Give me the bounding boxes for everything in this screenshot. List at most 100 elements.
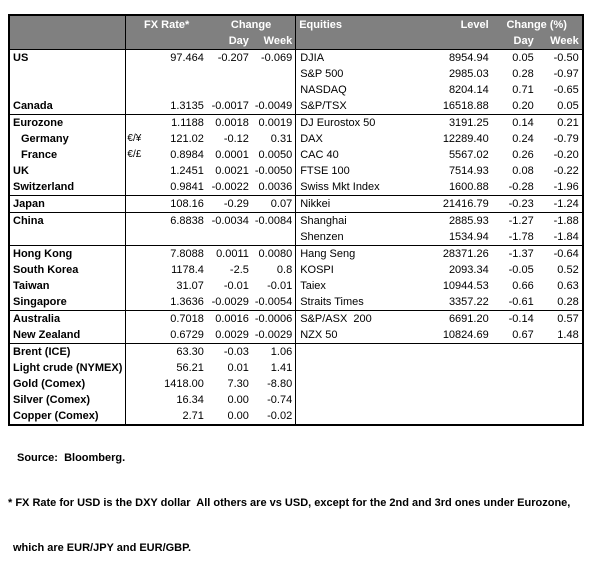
fx-day-change-cell	[207, 82, 252, 98]
currency-pair-cell	[126, 82, 152, 98]
fx-rate-cell: 108.16	[151, 195, 207, 213]
fx-week-change-cell: -0.74	[251, 392, 297, 408]
equity-week-change-cell: 1.48	[557, 329, 579, 341]
equity-week-change-cell: 0.63	[557, 280, 579, 292]
currency-pair-cell	[126, 262, 152, 278]
equity-week-change-cell: -0.20	[553, 149, 579, 161]
fx-week-change-cell: 0.0080	[251, 245, 297, 262]
equity-level-cell: 6691.20	[412, 310, 492, 327]
country-cell: Light crude (NYMEX)	[9, 360, 127, 376]
table-row: S&P 500 2985.03 0.28 -0.97	[9, 66, 583, 82]
fx-rate-cell: 0.7018	[151, 310, 207, 327]
fx-rate-cell: 0.8984	[170, 149, 204, 161]
fx-rate-cell: 6.8838	[151, 212, 207, 229]
fx-rate-cell: 1.3135	[170, 100, 204, 112]
table-header: FX Rate* Change Equities Level Change (%…	[9, 15, 583, 50]
fx-rate-cell: 97.464	[151, 49, 207, 66]
table-row: Singapore 1.3636 -0.0029 -0.0054 Straits Tim…	[9, 294, 583, 311]
country-cell: Silver (Comex)	[9, 392, 127, 408]
equity-name-cell: Nikkei	[295, 195, 413, 213]
equity-day-change-cell	[491, 343, 537, 360]
equity-level-cell	[413, 360, 492, 376]
currency-pair-cell	[125, 114, 152, 131]
equity-week-change-cell	[537, 376, 583, 392]
equity-day-header: Day	[491, 33, 537, 50]
fx-rate-cell: 121.02	[170, 133, 204, 145]
fx-day-change-cell: 0.00	[227, 410, 249, 422]
currency-pair-cell	[126, 278, 152, 294]
equity-name-cell	[296, 360, 413, 376]
currency-pair-cell	[125, 343, 152, 360]
currency-pair-cell	[126, 98, 152, 115]
country-cell: Taiwan	[9, 278, 127, 294]
equity-day-change-cell: 0.71	[512, 84, 534, 96]
equity-name-cell	[296, 392, 413, 408]
fx-day-change-cell: 0.00	[227, 394, 249, 406]
equity-week-change-cell: -1.88	[536, 212, 583, 229]
equity-name-cell: S&P/ASX 200	[295, 310, 413, 327]
equity-name-cell: DJ Eurostox 50	[295, 114, 413, 131]
equity-level-cell: 8954.94	[412, 49, 492, 66]
fx-rate-cell: 16.34	[176, 394, 204, 406]
fx-rate-cell: 0.9841	[170, 181, 204, 193]
level-header: Level	[412, 15, 492, 50]
blank-corner-cell	[9, 15, 127, 50]
currency-pair-cell	[126, 163, 152, 179]
fx-week-change-cell: 0.0019	[251, 114, 297, 131]
fx-day-change-cell: -0.12	[223, 133, 249, 145]
country-cell: South Korea	[9, 262, 127, 278]
fx-week-change-cell: 1.41	[251, 360, 297, 376]
equity-name-cell: DJIA	[295, 49, 413, 66]
equity-level-cell: 5567.02	[448, 149, 489, 161]
table-row: Eurozone 1.1188 0.0018 0.0019 DJ Eurostox 50…	[9, 114, 583, 131]
equity-name-cell: Hang Seng	[295, 245, 413, 262]
fx-day-header: Day	[206, 33, 252, 50]
table-row: Shenzen 1534.94 -1.78 -1.84	[9, 229, 583, 246]
equity-level-cell	[412, 343, 492, 360]
country-cell: New Zealand	[9, 327, 127, 344]
equity-name-cell: NASDAQ	[300, 84, 347, 96]
table-row: Copper (Comex) 2.71 0.00 -0.02	[9, 408, 583, 425]
equity-level-cell: 2985.03	[448, 68, 489, 80]
currency-pair-cell	[125, 195, 152, 213]
fx-footnote-line2: which are EUR/JPY and EUR/GBP.	[13, 542, 192, 554]
equity-level-cell	[413, 392, 492, 408]
equity-week-change-cell: -1.96	[553, 181, 579, 193]
fx-day-change-cell: 0.01	[227, 362, 249, 374]
equity-day-change-cell: 0.08	[512, 165, 534, 177]
equity-day-change-cell: -1.78	[508, 231, 534, 243]
equity-week-header: Week	[536, 33, 583, 50]
equity-name-cell: KOSPI	[300, 264, 334, 276]
equity-day-change-cell: -0.23	[491, 195, 537, 213]
fx-week-change-cell: -0.069	[251, 49, 297, 66]
equity-day-change-cell: 0.14	[491, 114, 537, 131]
fx-week-change-cell: -0.0006	[251, 310, 297, 327]
table-row: Switzerland 0.9841 -0.0022 0.0036 Swiss Mkt …	[9, 179, 583, 196]
fx-rate-cell: 1418.00	[164, 378, 204, 390]
fx-day-change-cell: 0.0029	[215, 329, 249, 341]
footer-notes: Source: Bloomberg. * FX Rate for USD is …	[8, 421, 594, 586]
country-cell	[9, 66, 127, 82]
table-row: New Zealand 0.6729 0.0029 -0.0029 NZX 50 1082…	[9, 327, 583, 344]
currency-pair-cell	[126, 294, 152, 311]
fx-rate-cell	[152, 66, 207, 82]
currency-pair-cell	[126, 376, 152, 392]
table-row: Japan 108.16 -0.29 0.07 Nikkei 21416.79 -0.23-…	[9, 195, 583, 213]
fx-day-change-cell: -0.207	[206, 49, 252, 66]
fx-week-change-cell: -8.80	[251, 376, 297, 392]
currency-pair-cell	[126, 360, 152, 376]
country-cell: Hong Kong	[9, 245, 127, 262]
fx-day-change-cell: -0.03	[206, 343, 252, 360]
country-cell: France	[9, 147, 127, 163]
fx-week-change-cell: -0.0029	[251, 327, 297, 344]
currency-pair-cell	[126, 392, 152, 408]
equity-week-change-cell	[536, 343, 583, 360]
fx-day-change-cell: -2.5	[229, 264, 249, 276]
equity-name-cell: Swiss Mkt Index	[300, 181, 380, 193]
equity-day-change-cell: -1.27	[491, 212, 537, 229]
fx-day-change-cell: 7.30	[227, 378, 249, 390]
fx-rate-cell: 63.30	[151, 343, 207, 360]
equity-week-change-cell: -0.97	[553, 68, 579, 80]
currency-pair-cell	[126, 229, 152, 246]
fx-day-change-cell: -0.01	[223, 280, 249, 292]
